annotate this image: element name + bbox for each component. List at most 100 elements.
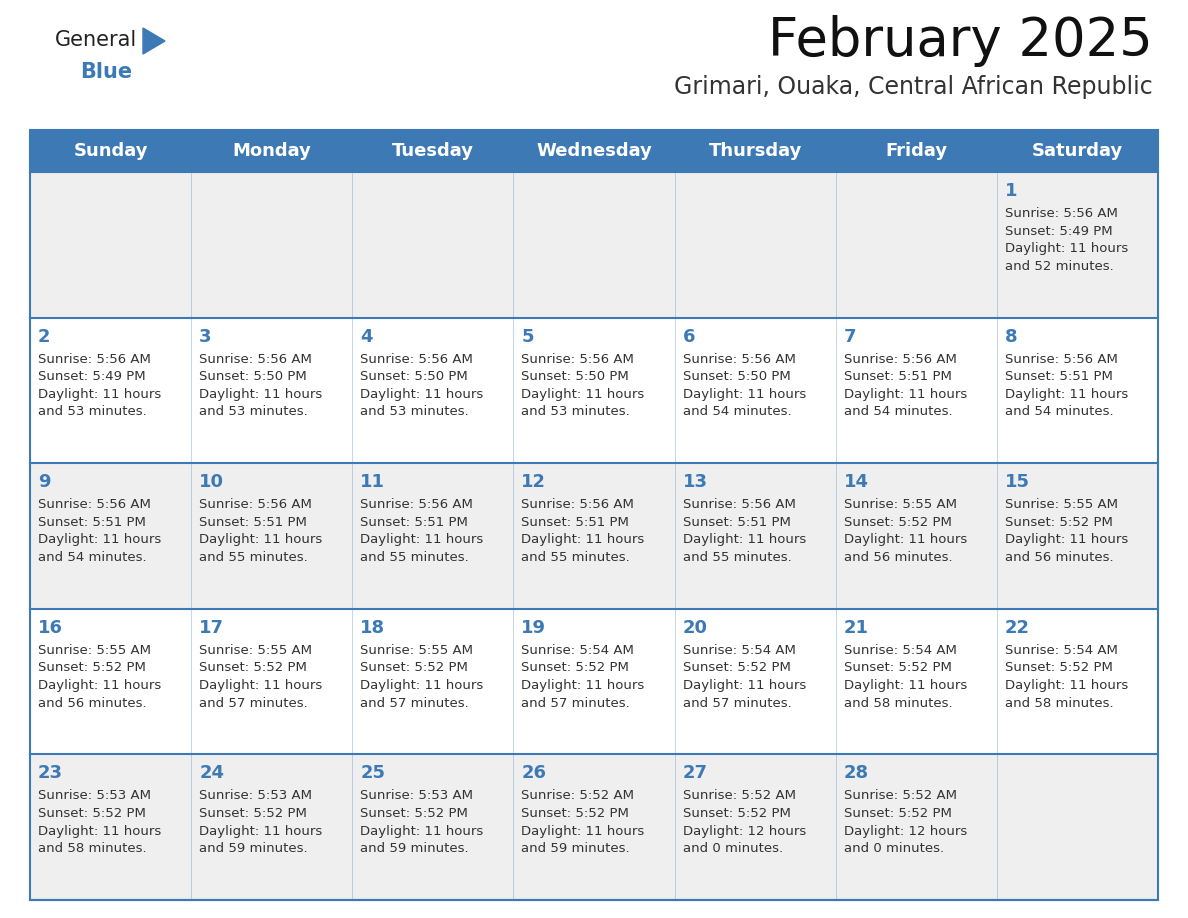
Text: 16: 16	[38, 619, 63, 637]
Text: Sunset: 5:50 PM: Sunset: 5:50 PM	[360, 370, 468, 383]
Text: Daylight: 11 hours: Daylight: 11 hours	[38, 679, 162, 692]
Text: Daylight: 11 hours: Daylight: 11 hours	[200, 533, 322, 546]
Text: Sunrise: 5:56 AM: Sunrise: 5:56 AM	[683, 498, 796, 511]
Text: Sunset: 5:52 PM: Sunset: 5:52 PM	[843, 807, 952, 820]
Text: Sunset: 5:50 PM: Sunset: 5:50 PM	[522, 370, 630, 383]
Text: Sunset: 5:52 PM: Sunset: 5:52 PM	[38, 661, 146, 675]
Text: Monday: Monday	[233, 142, 311, 160]
Text: Sunrise: 5:56 AM: Sunrise: 5:56 AM	[38, 353, 151, 365]
Text: 27: 27	[683, 765, 708, 782]
Text: February 2025: February 2025	[769, 15, 1154, 67]
Bar	[30, 172, 1158, 318]
Text: and 53 minutes.: and 53 minutes.	[360, 406, 469, 419]
Text: Sunset: 5:51 PM: Sunset: 5:51 PM	[522, 516, 630, 529]
Text: Daylight: 11 hours: Daylight: 11 hours	[200, 387, 322, 401]
Text: Daylight: 11 hours: Daylight: 11 hours	[843, 387, 967, 401]
Text: Wednesday: Wednesday	[536, 142, 652, 160]
Text: Sunrise: 5:55 AM: Sunrise: 5:55 AM	[843, 498, 956, 511]
Text: 4: 4	[360, 328, 373, 345]
Text: Sunset: 5:52 PM: Sunset: 5:52 PM	[360, 661, 468, 675]
Text: Sunrise: 5:54 AM: Sunrise: 5:54 AM	[522, 644, 634, 656]
Text: 1: 1	[1005, 182, 1017, 200]
Text: and 59 minutes.: and 59 minutes.	[522, 842, 630, 856]
Text: 7: 7	[843, 328, 857, 345]
Text: and 52 minutes.: and 52 minutes.	[1005, 260, 1113, 273]
Text: Sunrise: 5:55 AM: Sunrise: 5:55 AM	[1005, 498, 1118, 511]
Text: Daylight: 11 hours: Daylight: 11 hours	[522, 679, 645, 692]
Text: Sunrise: 5:53 AM: Sunrise: 5:53 AM	[200, 789, 312, 802]
Text: 17: 17	[200, 619, 225, 637]
Text: Daylight: 11 hours: Daylight: 11 hours	[683, 533, 805, 546]
Bar	[30, 130, 1158, 172]
Text: and 59 minutes.: and 59 minutes.	[200, 842, 308, 856]
Text: and 53 minutes.: and 53 minutes.	[522, 406, 630, 419]
Text: Sunset: 5:52 PM: Sunset: 5:52 PM	[843, 516, 952, 529]
Text: 10: 10	[200, 473, 225, 491]
Text: Sunrise: 5:56 AM: Sunrise: 5:56 AM	[683, 353, 796, 365]
Text: 11: 11	[360, 473, 385, 491]
Bar	[30, 318, 1158, 464]
Text: Saturday: Saturday	[1032, 142, 1123, 160]
Text: Sunrise: 5:52 AM: Sunrise: 5:52 AM	[843, 789, 956, 802]
Text: Sunset: 5:52 PM: Sunset: 5:52 PM	[38, 807, 146, 820]
Bar	[30, 130, 1158, 900]
Text: and 56 minutes.: and 56 minutes.	[1005, 551, 1113, 564]
Text: Sunrise: 5:56 AM: Sunrise: 5:56 AM	[843, 353, 956, 365]
Text: and 54 minutes.: and 54 minutes.	[38, 551, 146, 564]
Text: 8: 8	[1005, 328, 1017, 345]
Text: Sunday: Sunday	[74, 142, 147, 160]
Text: Daylight: 12 hours: Daylight: 12 hours	[843, 824, 967, 837]
Text: Daylight: 11 hours: Daylight: 11 hours	[522, 533, 645, 546]
Text: Sunrise: 5:56 AM: Sunrise: 5:56 AM	[522, 353, 634, 365]
Text: 14: 14	[843, 473, 868, 491]
Text: Sunrise: 5:53 AM: Sunrise: 5:53 AM	[360, 789, 473, 802]
Text: Daylight: 11 hours: Daylight: 11 hours	[1005, 533, 1129, 546]
Text: 15: 15	[1005, 473, 1030, 491]
Text: Blue: Blue	[80, 62, 132, 82]
Text: Sunrise: 5:56 AM: Sunrise: 5:56 AM	[522, 498, 634, 511]
Text: Daylight: 11 hours: Daylight: 11 hours	[38, 533, 162, 546]
Text: Daylight: 11 hours: Daylight: 11 hours	[522, 387, 645, 401]
Polygon shape	[143, 28, 165, 54]
Text: Sunrise: 5:56 AM: Sunrise: 5:56 AM	[1005, 353, 1118, 365]
Text: Daylight: 11 hours: Daylight: 11 hours	[200, 824, 322, 837]
Text: 19: 19	[522, 619, 546, 637]
Text: and 54 minutes.: and 54 minutes.	[843, 406, 953, 419]
Text: Thursday: Thursday	[708, 142, 802, 160]
Text: Sunset: 5:52 PM: Sunset: 5:52 PM	[200, 661, 307, 675]
Text: Sunset: 5:52 PM: Sunset: 5:52 PM	[522, 661, 630, 675]
Text: Sunset: 5:51 PM: Sunset: 5:51 PM	[200, 516, 307, 529]
Text: Sunrise: 5:56 AM: Sunrise: 5:56 AM	[38, 498, 151, 511]
Text: Daylight: 11 hours: Daylight: 11 hours	[38, 824, 162, 837]
Text: 25: 25	[360, 765, 385, 782]
Text: Sunset: 5:51 PM: Sunset: 5:51 PM	[683, 516, 790, 529]
Text: 6: 6	[683, 328, 695, 345]
Text: and 53 minutes.: and 53 minutes.	[200, 406, 308, 419]
Text: Daylight: 11 hours: Daylight: 11 hours	[683, 679, 805, 692]
Text: 18: 18	[360, 619, 385, 637]
Text: 22: 22	[1005, 619, 1030, 637]
Text: Sunrise: 5:56 AM: Sunrise: 5:56 AM	[360, 498, 473, 511]
Text: 13: 13	[683, 473, 708, 491]
Text: and 0 minutes.: and 0 minutes.	[683, 842, 783, 856]
Text: Daylight: 11 hours: Daylight: 11 hours	[1005, 242, 1129, 255]
Text: and 58 minutes.: and 58 minutes.	[843, 697, 953, 710]
Text: 9: 9	[38, 473, 51, 491]
Text: 5: 5	[522, 328, 533, 345]
Text: and 55 minutes.: and 55 minutes.	[522, 551, 630, 564]
Text: and 57 minutes.: and 57 minutes.	[522, 697, 630, 710]
Text: Daylight: 11 hours: Daylight: 11 hours	[683, 387, 805, 401]
Text: and 54 minutes.: and 54 minutes.	[683, 406, 791, 419]
Text: and 54 minutes.: and 54 minutes.	[1005, 406, 1113, 419]
Text: Sunrise: 5:55 AM: Sunrise: 5:55 AM	[360, 644, 473, 656]
Text: Daylight: 11 hours: Daylight: 11 hours	[1005, 387, 1129, 401]
Text: Sunrise: 5:54 AM: Sunrise: 5:54 AM	[1005, 644, 1118, 656]
Text: 28: 28	[843, 765, 868, 782]
Text: Sunrise: 5:53 AM: Sunrise: 5:53 AM	[38, 789, 151, 802]
Text: Daylight: 11 hours: Daylight: 11 hours	[843, 533, 967, 546]
Text: Daylight: 11 hours: Daylight: 11 hours	[1005, 679, 1129, 692]
Text: Sunrise: 5:52 AM: Sunrise: 5:52 AM	[522, 789, 634, 802]
Text: Sunrise: 5:56 AM: Sunrise: 5:56 AM	[360, 353, 473, 365]
Text: and 55 minutes.: and 55 minutes.	[200, 551, 308, 564]
Text: Sunset: 5:52 PM: Sunset: 5:52 PM	[683, 661, 790, 675]
